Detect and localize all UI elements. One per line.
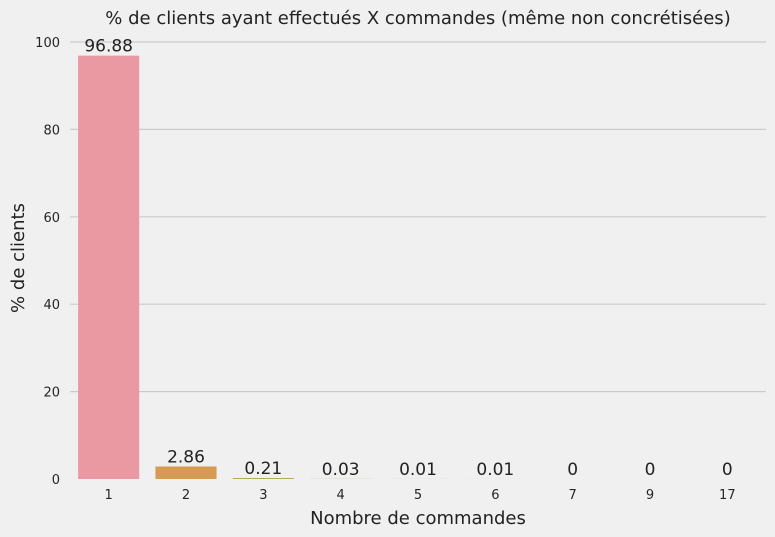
bar-2 [155,466,217,479]
x-tick-label: 4 [337,488,345,503]
data-label-17: 0 [722,460,733,480]
y-tick-label: 80 [43,123,60,138]
y-tick-label: 20 [43,386,60,401]
data-label-3: 0.21 [244,459,282,479]
bar-layer [78,55,526,479]
y-tick-label: 40 [43,298,60,313]
data-label-1: 96.88 [84,37,133,57]
data-label-layer: 96.88 2.86 0.21 0.03 0.01 0.01 0 0 0 [84,37,732,480]
x-tick-label: 17 [719,488,736,503]
data-label-7: 0 [567,460,578,480]
y-axis-label: % de clients [8,203,29,313]
x-tick-label: 1 [105,488,113,503]
data-label-2: 2.86 [167,448,205,468]
data-label-9: 0 [645,460,656,480]
x-tick-label: 3 [259,488,267,503]
x-tick-label: 7 [569,488,577,503]
x-tick-label: 6 [491,488,499,503]
x-tick-label: 9 [646,488,654,503]
data-label-5: 0.01 [399,460,437,480]
tick-layer: 0 20 40 60 80 100 1 2 3 4 5 6 7 9 17 [35,36,735,503]
data-label-6: 0.01 [476,460,514,480]
y-tick-label: 100 [35,36,60,51]
bar-3 [232,478,294,479]
grid-layer [70,41,766,393]
y-tick-label: 60 [43,211,60,226]
data-label-4: 0.03 [322,460,360,480]
x-tick-label: 2 [182,488,190,503]
x-axis-label: Nombre de commandes [310,508,526,529]
y-tick-label: 0 [52,473,60,488]
bar-1 [78,55,140,479]
x-tick-label: 5 [414,488,422,503]
chart-title: % de clients ayant effectués X commandes… [105,8,730,29]
